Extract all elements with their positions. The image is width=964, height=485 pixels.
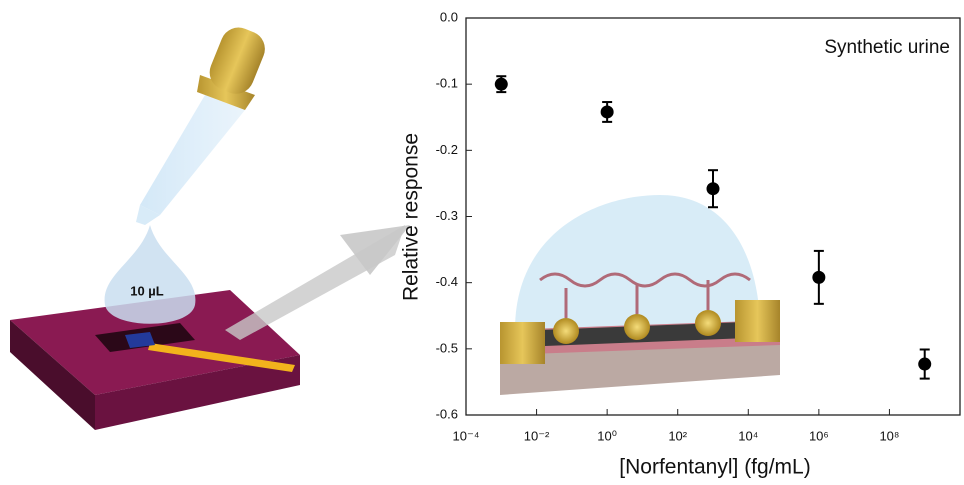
illustration-left	[10, 22, 410, 430]
x-tick-label: 10⁰	[597, 428, 617, 443]
y-tick-label: -0.1	[436, 76, 458, 91]
annotation: Synthetic urine	[824, 37, 950, 58]
x-tick-label: 10⁶	[809, 428, 829, 443]
annotation: 10 µL	[130, 283, 164, 298]
y-tick-label: -0.4	[436, 274, 458, 289]
point	[601, 105, 614, 118]
x-tick-label: 10⁴	[738, 428, 758, 443]
x-tick-label: 10⁻⁴	[453, 428, 480, 443]
y-tick-label: 0.0	[440, 9, 458, 24]
point	[812, 271, 825, 284]
x-tick-label: 10⁸	[879, 428, 899, 443]
x-tick-label: 10²	[668, 428, 687, 443]
x-axis-label: [Norfentanyl] (fg/mL)	[619, 456, 810, 479]
illustration-inset	[500, 195, 780, 395]
x-tick-label: 10⁻²	[524, 428, 550, 443]
y-tick-label: -0.3	[436, 208, 458, 223]
point	[918, 358, 931, 371]
y-axis-label: Relative response	[400, 133, 423, 301]
figure: Synthetic urine 10 µL Relative response …	[0, 0, 964, 480]
point	[495, 78, 508, 91]
point	[707, 182, 720, 195]
y-tick-label: -0.6	[436, 406, 458, 421]
y-tick-label: -0.5	[436, 340, 458, 355]
y-tick-label: -0.2	[436, 142, 458, 157]
